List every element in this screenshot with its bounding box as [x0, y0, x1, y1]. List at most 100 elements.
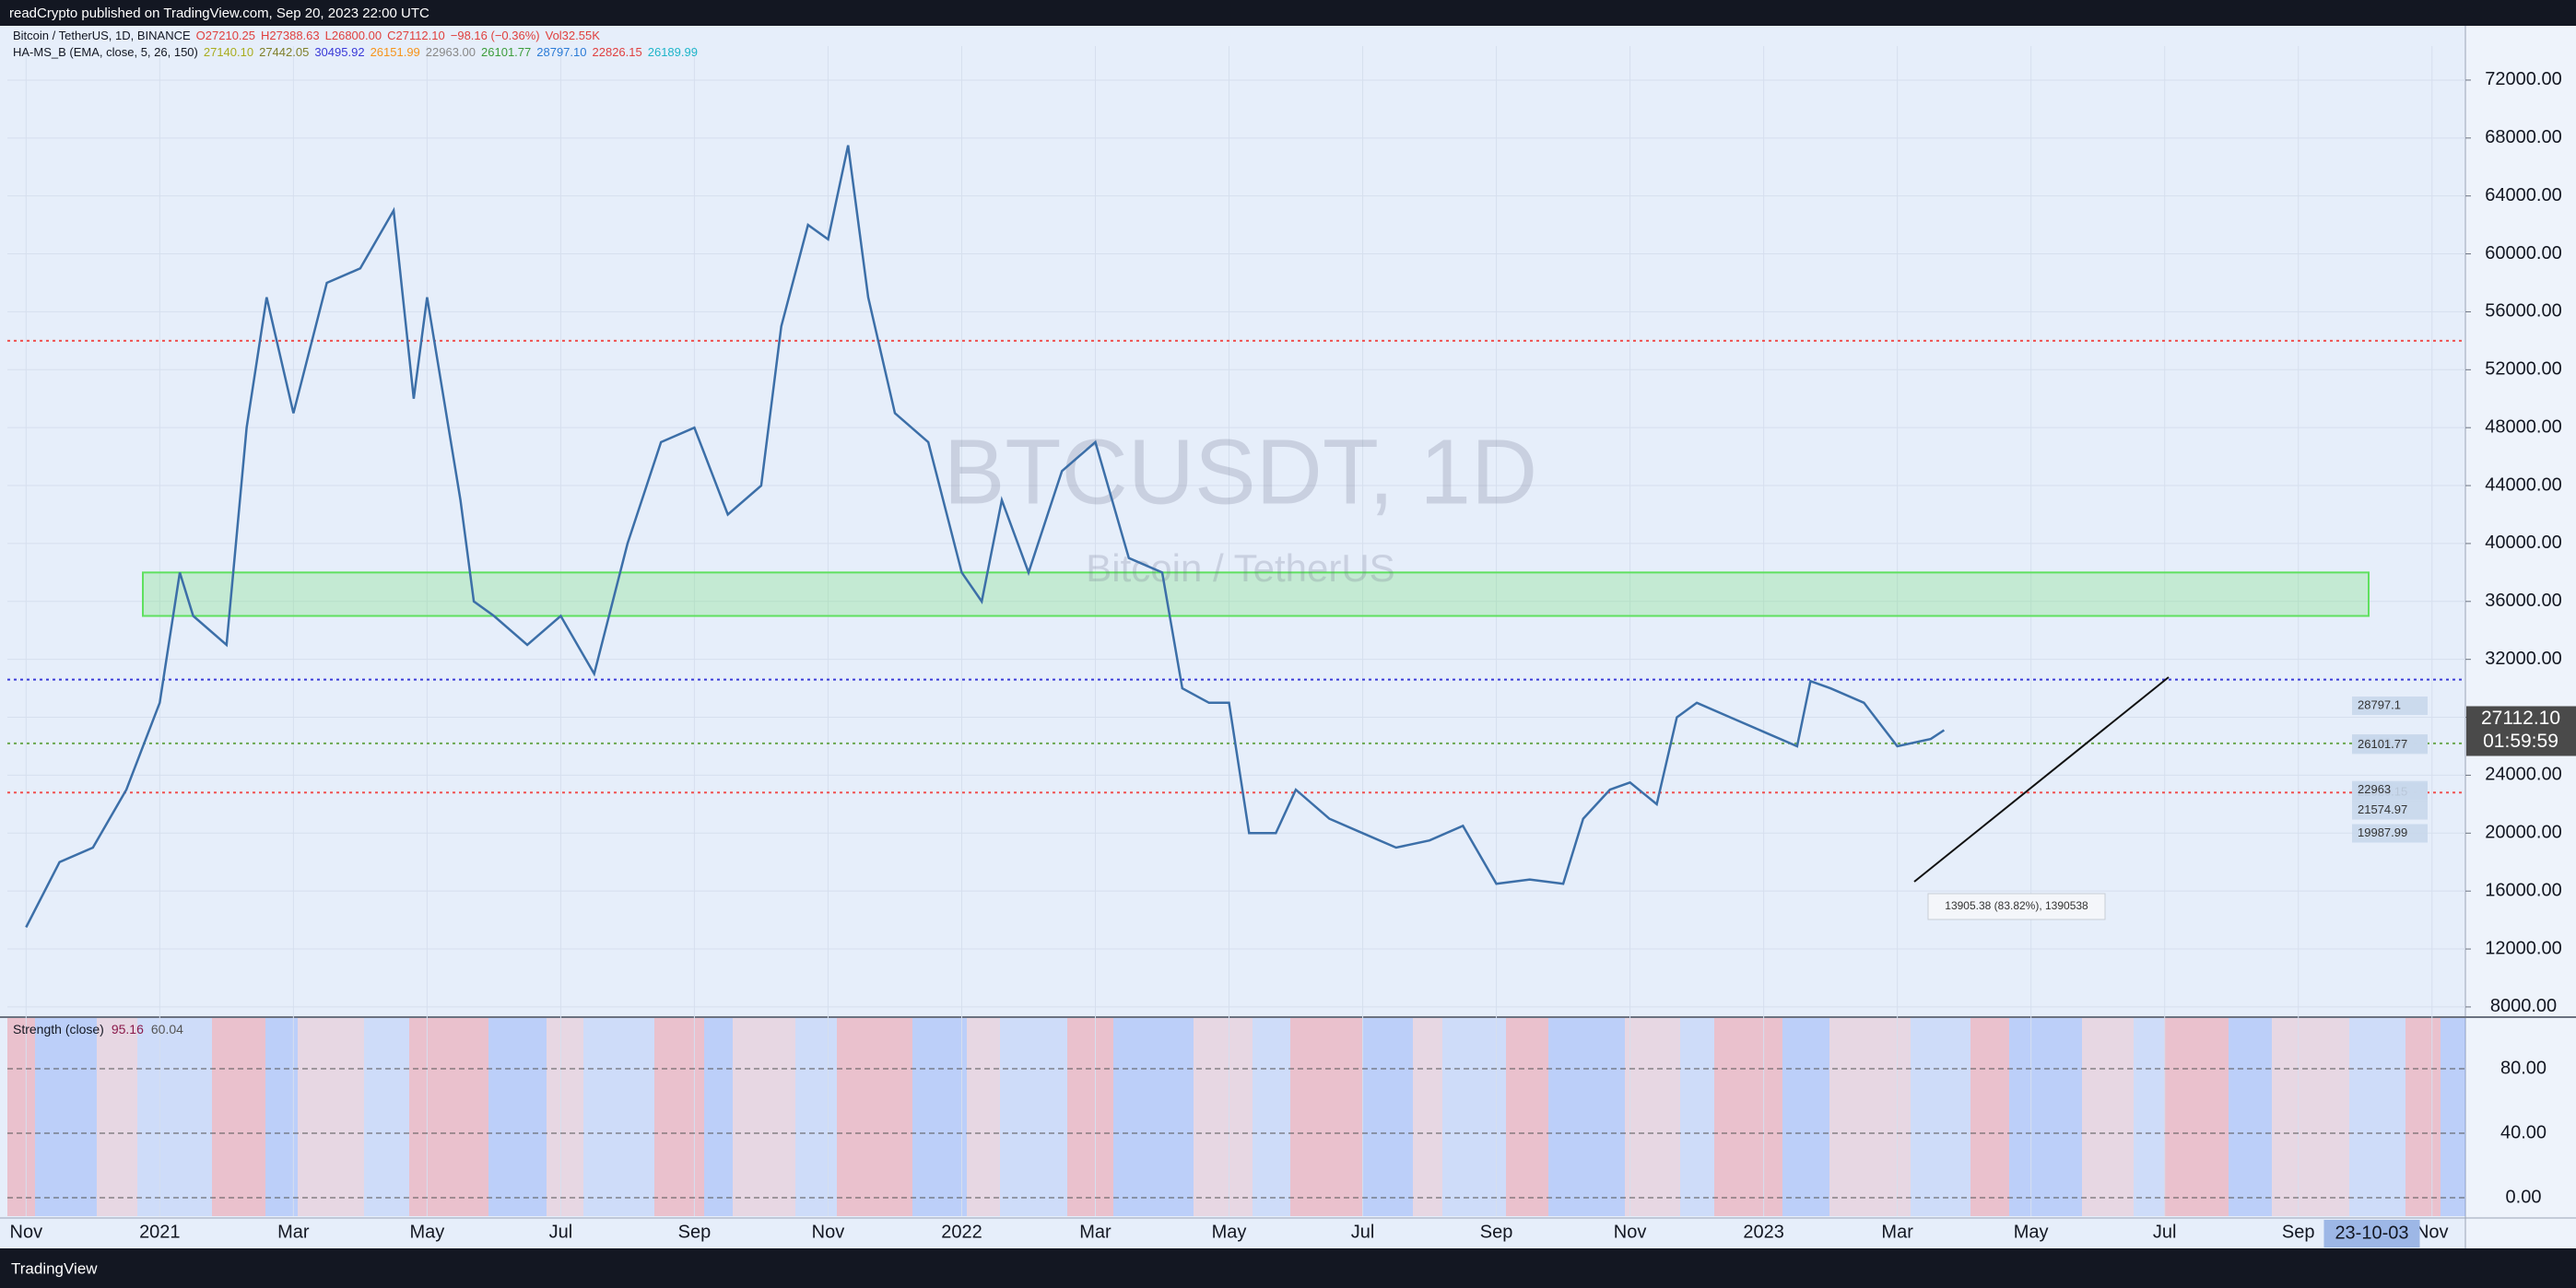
- strength-band: [1253, 1018, 1290, 1216]
- zone: [142, 571, 2370, 617]
- chart-background: [0, 26, 2576, 1248]
- strength-band: [409, 1018, 488, 1216]
- price-label-box: [2352, 824, 2428, 843]
- footer-bar: [0, 1248, 2576, 1288]
- price-label-box: [2352, 697, 2428, 716]
- indicator-legend-item: 28797.10: [536, 45, 586, 59]
- strength-band: [2134, 1018, 2164, 1216]
- x-tick-label: Mar: [1079, 1222, 1112, 1242]
- strength-band: [1000, 1018, 1067, 1216]
- x-tick-label: Sep: [678, 1222, 712, 1242]
- strength-band: [137, 1018, 212, 1216]
- strength-band: [654, 1018, 704, 1216]
- x-tick-label: 2023: [1743, 1222, 1784, 1242]
- price-label-box: [2352, 735, 2428, 755]
- legend-item: C27112.10: [387, 29, 445, 42]
- legend-item: Bitcoin / TetherUS, 1D, BINANCE: [13, 29, 191, 42]
- x-tick-label: Mar: [277, 1222, 310, 1242]
- strength-band: [2229, 1018, 2272, 1216]
- strength-background: [7, 1018, 2465, 1216]
- x-tick-label: Sep: [2282, 1222, 2315, 1242]
- price-line: [25, 145, 1946, 929]
- strength-band: [1625, 1018, 1680, 1216]
- indicator-legend-item: 22963.00: [426, 45, 476, 59]
- legend-item: H27388.63: [261, 29, 320, 42]
- strength-band: [1548, 1018, 1625, 1216]
- strength-band: [967, 1018, 1000, 1216]
- y-tick-label: 44000.00: [2485, 474, 2561, 495]
- strength-band: [1714, 1018, 1782, 1216]
- x-tick-label: Jul: [549, 1222, 573, 1242]
- cursor-date: 23-10-03: [2335, 1223, 2408, 1243]
- y-tick-label: 48000.00: [2485, 416, 2561, 437]
- strength-band: [2272, 1018, 2349, 1216]
- strength-band: [97, 1018, 137, 1216]
- strength-band: [212, 1018, 265, 1216]
- indicator-legend-item: HA-MS_B (EMA, close, 5, 26, 150): [13, 45, 198, 59]
- strength-band: [1113, 1018, 1194, 1216]
- x-tick-label: May: [2014, 1222, 2049, 1242]
- price-label: 22963: [2358, 782, 2391, 796]
- y-tick-label: 32000.00: [2485, 649, 2561, 669]
- legend-item: O27210.25: [196, 29, 255, 42]
- legend: Bitcoin / TetherUS, 1D, BINANCE O27210.25…: [13, 29, 600, 42]
- y-tick-label: 16000.00: [2485, 880, 2561, 900]
- y-tick-label: 68000.00: [2485, 127, 2561, 147]
- x-tick-label: 2021: [139, 1222, 181, 1242]
- strength-band: [298, 1018, 364, 1216]
- measure-arrow: [1913, 676, 2170, 883]
- x-tick-label: Nov: [2416, 1222, 2449, 1242]
- strength-value: 95.16: [112, 1022, 144, 1036]
- indicator-legend-item: 30495.92: [314, 45, 364, 59]
- strength-band: [704, 1018, 733, 1216]
- y-tick-label: 64000.00: [2485, 185, 2561, 205]
- cursor-date-box: [2323, 1220, 2420, 1247]
- strength-title: Strength (close): [13, 1022, 104, 1036]
- strength-band: [547, 1018, 583, 1216]
- strength-band: [265, 1018, 298, 1216]
- x-tick-label: Nov: [10, 1222, 43, 1242]
- strength-band: [35, 1018, 97, 1216]
- annotation: 13905.38 (83.82%), 1390538: [1945, 899, 2088, 912]
- strength-band: [2164, 1018, 2229, 1216]
- indicator-legend-item: 26101.77: [481, 45, 531, 59]
- watermark-subtitle: Bitcoin / TetherUS: [1086, 546, 1394, 590]
- top-bar: [0, 0, 2576, 26]
- strength-band: [2405, 1018, 2441, 1216]
- strength-legend: Strength (close) 95.16 60.04: [13, 1022, 183, 1036]
- strength-band: [583, 1018, 654, 1216]
- y-tick-label: 40.00: [2500, 1122, 2547, 1142]
- y-tick-label: 20000.00: [2485, 823, 2561, 843]
- footer-brand: TradingView: [11, 1259, 98, 1277]
- x-tick-label: Nov: [1614, 1222, 1647, 1242]
- y-tick-label: 40000.00: [2485, 533, 2561, 553]
- price-label: 28797.1: [2358, 697, 2401, 711]
- strength-band: [1413, 1018, 1442, 1216]
- y-tick-label: 12000.00: [2485, 938, 2561, 958]
- legend-item: Vol32.55K: [546, 29, 601, 42]
- price-label: 19987.99: [2358, 825, 2407, 839]
- y-tick-label: 72000.00: [2485, 69, 2561, 89]
- price-label: 26101.77: [2358, 737, 2407, 751]
- y-tick-label: 52000.00: [2485, 359, 2561, 380]
- x-tick-label: Nov: [812, 1222, 845, 1242]
- y-tick-label: 60000.00: [2485, 243, 2561, 263]
- strength-band: [1506, 1018, 1548, 1216]
- legend-item: L26800.00: [325, 29, 382, 42]
- publisher: readCrypto published on TradingView.com,…: [9, 6, 429, 21]
- strength-band: [7, 1018, 35, 1216]
- x-tick-label: Sep: [1480, 1222, 1513, 1242]
- strength-band: [912, 1018, 967, 1216]
- strength-band: [1829, 1018, 1911, 1216]
- strength-band: [1782, 1018, 1829, 1216]
- price-label-box: [2352, 780, 2428, 800]
- y-tick-label: 8000.00: [2490, 996, 2557, 1016]
- y-tick-label: 56000.00: [2485, 301, 2561, 322]
- indicator-legend-item: 22826.15: [593, 45, 642, 59]
- annotation-box: [1927, 893, 2106, 920]
- x-tick-label: May: [409, 1222, 444, 1242]
- price-label: 21574.97: [2358, 802, 2407, 816]
- strength-value: 60.04: [151, 1022, 183, 1036]
- indicator-legend-item: 26151.99: [371, 45, 420, 59]
